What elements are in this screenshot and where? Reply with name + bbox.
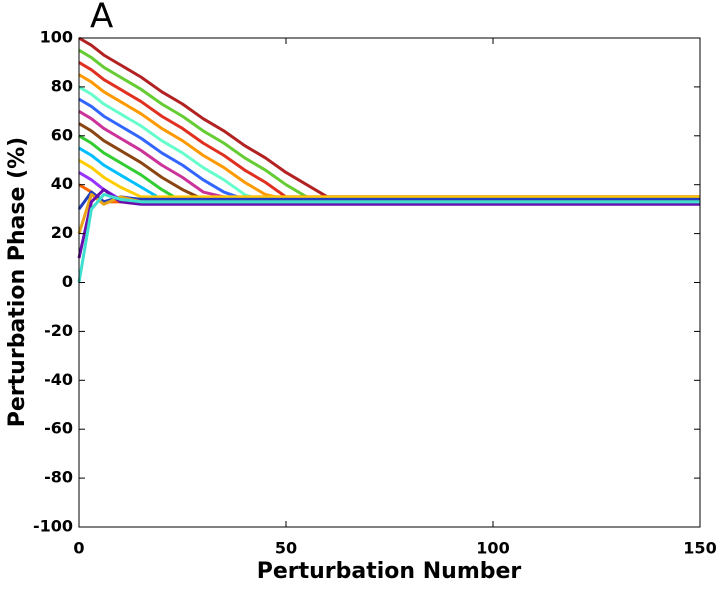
data-line bbox=[78, 36, 700, 199]
y-tick-label: 80 bbox=[51, 76, 73, 95]
data-line bbox=[77, 192, 700, 283]
y-tick-label: -40 bbox=[44, 370, 73, 389]
y-tick-label: -80 bbox=[44, 468, 73, 487]
data-line bbox=[78, 48, 700, 201]
y-tick-label: -20 bbox=[44, 321, 73, 340]
x-axis-label: Perturbation Number bbox=[257, 559, 522, 584]
data-line bbox=[78, 61, 700, 199]
panel-label: A bbox=[90, 0, 113, 37]
data-line bbox=[78, 73, 700, 201]
data-line bbox=[78, 158, 700, 199]
y-axis-label: Perturbation Phase (%) bbox=[5, 137, 30, 427]
y-tick-label: -60 bbox=[44, 419, 73, 438]
x-tick-label: 0 bbox=[73, 539, 84, 558]
x-tick-label: 50 bbox=[275, 539, 297, 558]
x-tick-label: 150 bbox=[683, 539, 716, 558]
y-tick-label: 0 bbox=[62, 272, 73, 291]
data-line bbox=[78, 146, 700, 201]
y-tick-label: -100 bbox=[33, 517, 73, 536]
y-tick-label: 20 bbox=[51, 223, 73, 242]
y-tick-label: 40 bbox=[51, 174, 73, 193]
x-tick-label: 100 bbox=[476, 539, 509, 558]
y-tick-label: 100 bbox=[40, 28, 73, 47]
y-tick-label: 60 bbox=[51, 125, 73, 144]
